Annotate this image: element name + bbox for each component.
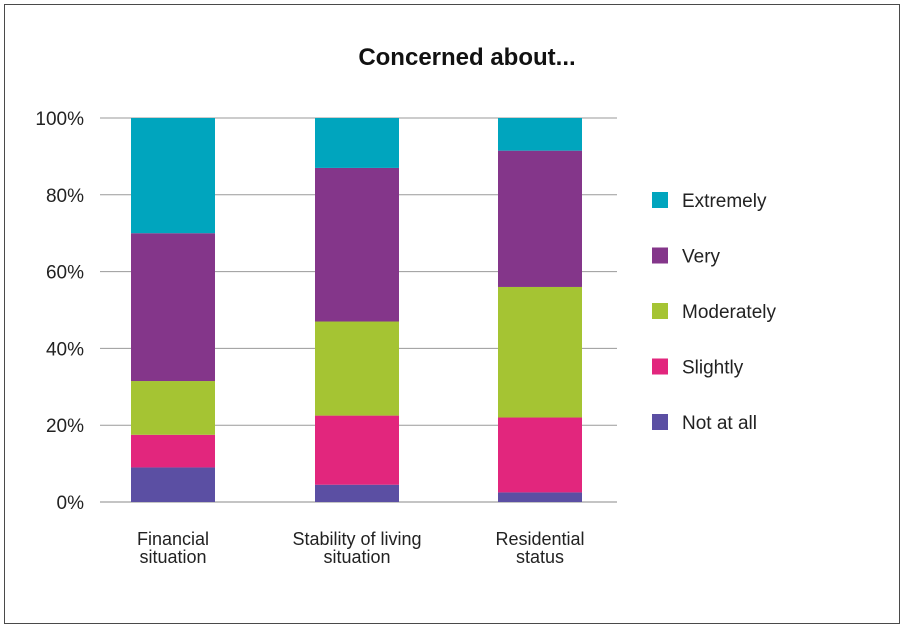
legend-item: Moderately <box>652 302 776 323</box>
bar-segment-slightly <box>131 434 215 468</box>
chart-title: Concerned about... <box>358 44 575 71</box>
bar-segment-extremely <box>131 118 215 234</box>
bar-segment-moderately <box>315 321 399 416</box>
bar-segment-moderately <box>131 381 215 435</box>
y-tick-label: 0% <box>57 493 85 514</box>
legend-item: Extremely <box>652 191 767 212</box>
legend: Extremely Very Moderately Slightly Not at al… <box>652 191 776 434</box>
legend-swatch <box>652 247 668 264</box>
y-tick-label: 60% <box>46 263 84 284</box>
y-tick-label: 20% <box>46 416 84 437</box>
bar-segment-extremely <box>498 118 582 151</box>
legend-label: Very <box>682 247 721 268</box>
legend-label: Extremely <box>682 191 767 212</box>
legend-swatch <box>652 303 668 319</box>
bar-segment-moderately <box>498 286 582 418</box>
legend-label: Moderately <box>682 302 776 323</box>
legend-label: Slightly <box>682 358 744 379</box>
legend-item: Not at all <box>652 413 757 434</box>
bar-segment-not-at-all <box>315 484 399 502</box>
legend-item: Slightly <box>652 358 744 379</box>
bar-segment-not-at-all <box>498 492 582 502</box>
bar-segment-slightly <box>315 415 399 485</box>
x-category-label: Residential status <box>495 529 584 567</box>
x-category-label: Financial situation <box>137 529 209 567</box>
bar-segment-very <box>131 233 215 382</box>
x-axis-categories: Financial situation Stability of living sit… <box>137 529 585 567</box>
bar-segment-very <box>498 150 582 287</box>
bar-segment-slightly <box>498 417 582 493</box>
y-tick-label: 100% <box>35 109 84 130</box>
bar-segment-not-at-all <box>131 467 215 502</box>
bar-segment-very <box>315 167 399 322</box>
bars <box>131 118 582 502</box>
legend-swatch <box>652 358 668 375</box>
legend-item: Very <box>652 247 721 268</box>
stacked-bar-chart: Concerned about... 0% 20% 40% 60% 80% 100% Fi… <box>35 44 776 567</box>
legend-label: Not at all <box>682 413 757 434</box>
bar-segment-extremely <box>315 118 399 168</box>
y-tick-label: 80% <box>46 186 84 207</box>
y-axis-ticks: 0% 20% 40% 60% 80% 100% <box>35 109 84 514</box>
legend-swatch <box>652 192 668 208</box>
y-tick-label: 40% <box>46 339 84 360</box>
x-category-label: Stability of living situation <box>292 529 421 567</box>
legend-swatch <box>652 414 668 430</box>
